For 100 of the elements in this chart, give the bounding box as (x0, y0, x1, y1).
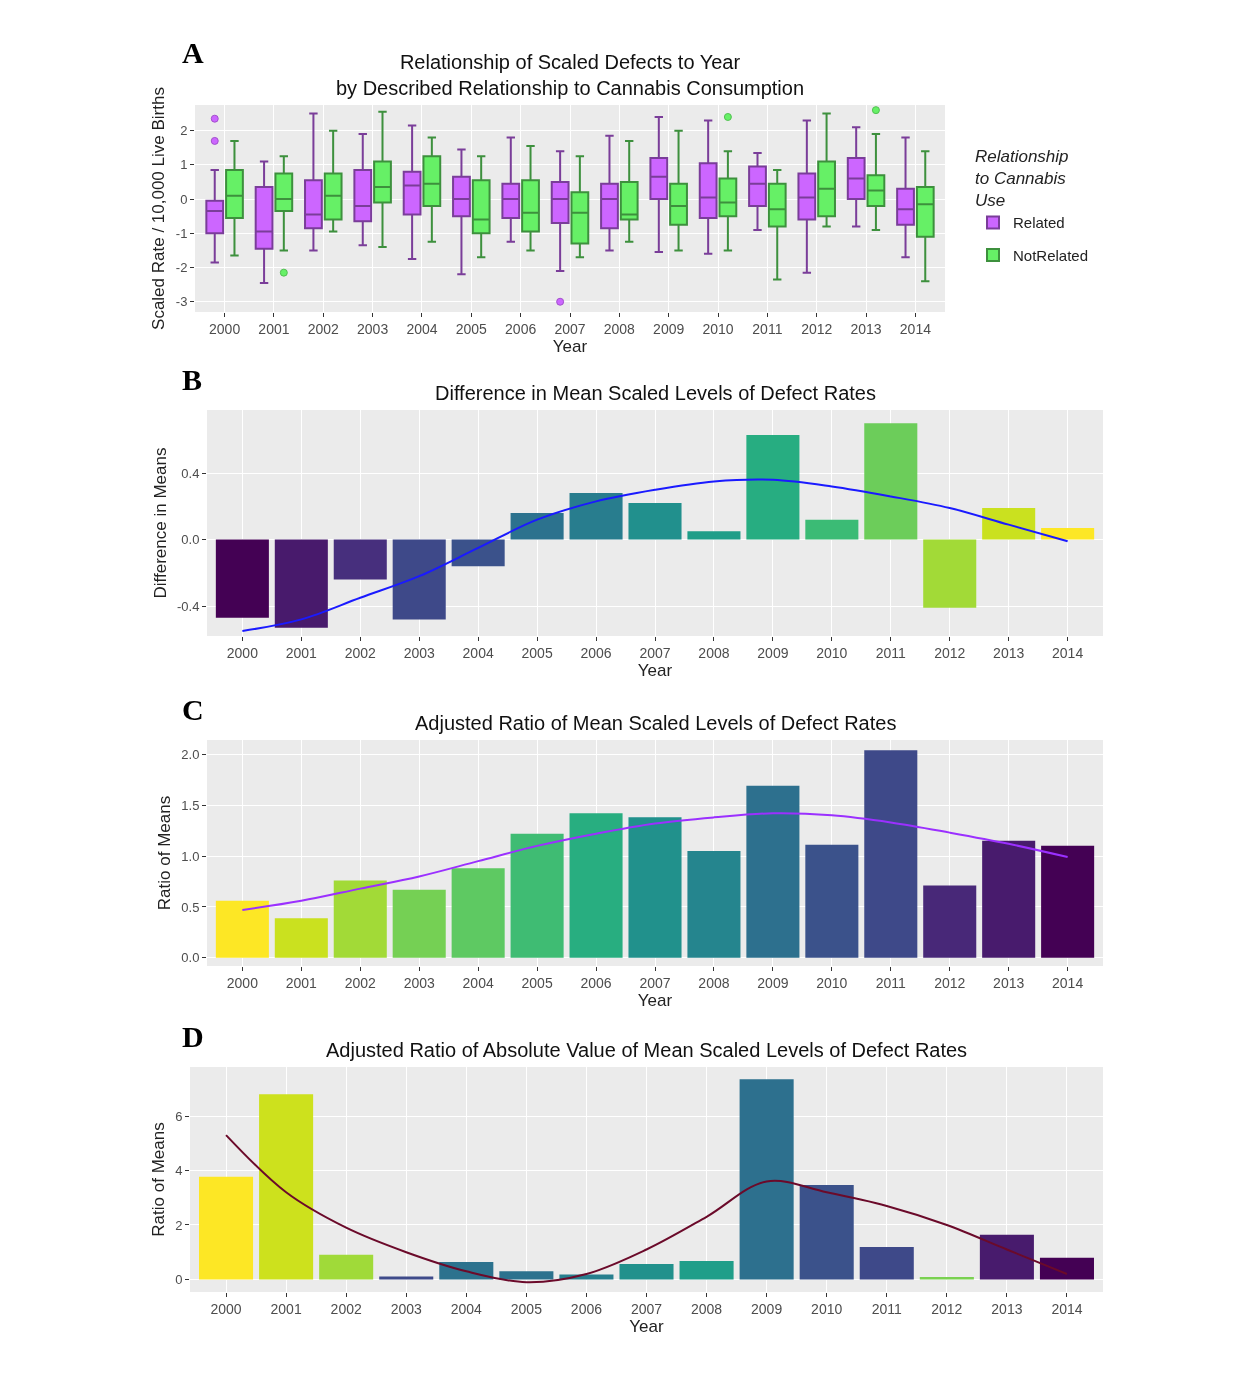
y-tick-label: -2 (175, 260, 188, 276)
text: A (182, 36, 204, 69)
x-tick-label: 2001 (270, 1300, 302, 1317)
x-tick-label: 2010 (811, 1300, 843, 1317)
x-tick-label: 2002 (344, 644, 377, 661)
bar (746, 785, 800, 958)
y-tick-label: 2 (180, 123, 188, 139)
bar (859, 1247, 914, 1280)
bar (628, 503, 682, 540)
x-tick-label: 2014 (1052, 974, 1084, 991)
bar (923, 539, 977, 608)
line-series (241, 812, 1069, 912)
bar (333, 880, 387, 958)
x-tick-label: 2008 (698, 974, 730, 991)
x-tick-label: 2002 (330, 1300, 362, 1317)
x-axis-title: Year (637, 991, 673, 1011)
x-axis-title: Year (629, 1317, 665, 1337)
x-tick-label: 2005 (521, 644, 553, 661)
y-tick-label: -0.4 (176, 598, 200, 614)
bar (739, 1079, 794, 1280)
bar (746, 434, 800, 540)
bar (451, 868, 505, 958)
x-tick-label: 2013 (991, 1300, 1023, 1317)
x-tick-label: 2007 (639, 974, 671, 991)
bar (199, 1176, 254, 1280)
x-tick-label: 2006 (570, 1300, 603, 1317)
x-tick-label: 2012 (931, 1300, 963, 1317)
x-axis-title: Year (637, 661, 673, 681)
chart-title: Adjusted Ratio of Mean Scaled Levels of Defect Rates (415, 712, 897, 734)
x-tick-label: 2005 (521, 974, 553, 991)
bar (499, 1271, 554, 1280)
text: D (182, 1020, 204, 1053)
x-tick-label: 2014 (899, 320, 932, 337)
bar (1041, 527, 1095, 540)
bar (392, 539, 446, 620)
y-tick-label: -1 (175, 225, 188, 241)
y-tick-label: 1.5 (181, 797, 200, 813)
bar (215, 900, 269, 958)
x-tick-label: 2007 (639, 644, 671, 661)
x-tick-label: 2002 (307, 320, 340, 337)
y-tick-label: 2 (175, 1217, 183, 1233)
x-tick-label: 2000 (209, 320, 241, 337)
bar (805, 844, 859, 958)
bar (259, 1094, 314, 1280)
x-tick-label: 2008 (690, 1300, 723, 1317)
bar (805, 519, 859, 540)
bar (799, 1184, 854, 1280)
x-tick-label: 2012 (934, 974, 966, 991)
x-tick-label: 2007 (554, 320, 586, 337)
x-tick-label: 2011 (875, 644, 907, 661)
y-axis-title: Ratio of Means (154, 795, 174, 911)
bar (619, 1263, 674, 1280)
x-tick-label: 2010 (816, 644, 848, 661)
chart-title: Adjusted Ratio of Absolute Value of Mean Scaled Levels of Defect Rates (326, 1039, 968, 1061)
bar (215, 539, 269, 618)
bar (982, 840, 1036, 958)
x-tick-label: 2014 (1052, 644, 1084, 661)
bar (510, 513, 564, 540)
y-tick-label: 1.0 (181, 848, 200, 864)
x-tick-label: 2010 (816, 974, 848, 991)
x-tick-label: 2004 (450, 1300, 483, 1317)
x-tick-label: 2012 (801, 320, 833, 337)
x-tick-label: 2009 (757, 644, 789, 661)
x-tick-label: 2009 (653, 320, 685, 337)
x-tick-label: 2008 (603, 320, 636, 337)
x-tick-label: 2009 (757, 974, 789, 991)
legend-title: Relationship to Cannabis Use (975, 147, 1069, 211)
y-tick-label: 2.0 (181, 746, 200, 762)
y-tick-label: 0 (180, 191, 188, 207)
x-tick-label: 2006 (580, 974, 612, 991)
bar (569, 813, 623, 958)
x-tick-label: 2014 (1051, 1300, 1083, 1317)
bar (1039, 1257, 1094, 1280)
x-tick-label: 2007 (630, 1300, 663, 1317)
x-tick-label: 2000 (226, 644, 259, 661)
text: B (182, 363, 203, 396)
y-tick-label: 6 (175, 1108, 183, 1124)
bar (687, 850, 741, 958)
bar (628, 817, 682, 958)
x-tick-label: 2003 (357, 320, 389, 337)
bar (864, 423, 918, 540)
bar (379, 1276, 434, 1280)
line-series (241, 478, 1069, 633)
y-axis-title: Scaled Rate / 10,000 Live Births (149, 87, 169, 330)
bar (333, 539, 387, 580)
x-tick-label: 2011 (875, 974, 907, 991)
y-tick-label: 0.4 (181, 465, 200, 481)
x-tick-label: 2003 (390, 1300, 423, 1317)
y-tick-label: 0.0 (181, 950, 200, 966)
x-axis-title: Year (552, 337, 588, 357)
x-tick-label: 2003 (403, 974, 435, 991)
x-tick-label: 2001 (258, 320, 290, 337)
x-tick-label: 2008 (698, 644, 730, 661)
x-tick-label: 2010 (702, 320, 734, 337)
bar (679, 1260, 734, 1280)
bar (1041, 845, 1095, 958)
x-tick-label: 2003 (403, 644, 435, 661)
x-tick-label: 2001 (285, 974, 318, 991)
x-tick-label: 2005 (510, 1300, 543, 1317)
x-tick-label: 2000 (226, 974, 259, 991)
